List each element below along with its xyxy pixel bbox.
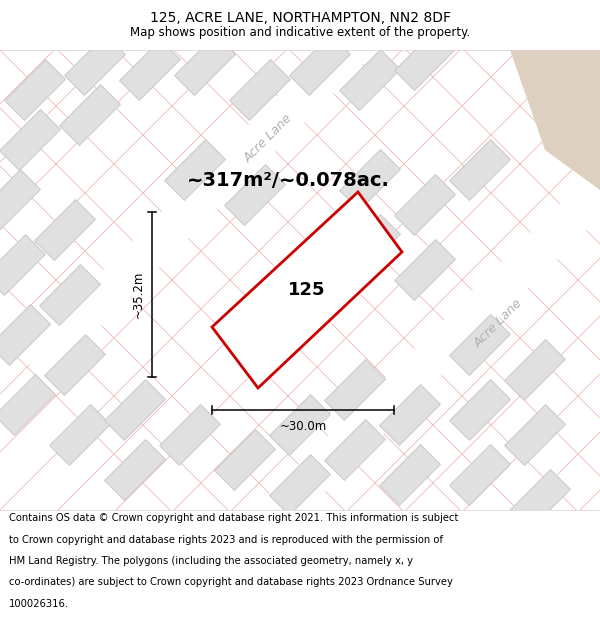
Polygon shape [510,50,600,190]
Polygon shape [160,404,220,466]
Text: Map shows position and indicative extent of the property.: Map shows position and indicative extent… [130,26,470,39]
Polygon shape [505,404,565,466]
Polygon shape [395,239,455,301]
Polygon shape [175,34,235,96]
Text: Acre Lane: Acre Lane [472,296,524,350]
Polygon shape [325,419,385,481]
Polygon shape [380,384,440,446]
Text: Acre Lane: Acre Lane [241,111,295,165]
Polygon shape [380,444,440,506]
Polygon shape [509,469,571,531]
Polygon shape [40,264,100,326]
Text: co-ordinates) are subject to Crown copyright and database rights 2023 Ordnance S: co-ordinates) are subject to Crown copyr… [9,578,453,587]
Polygon shape [50,404,110,466]
Text: ~35.2m: ~35.2m [132,271,145,318]
Polygon shape [269,394,331,456]
Text: 100026316.: 100026316. [9,599,69,609]
Polygon shape [65,34,125,96]
Polygon shape [325,359,385,421]
Polygon shape [230,59,290,121]
Text: Contains OS data © Crown copyright and database right 2021. This information is : Contains OS data © Crown copyright and d… [9,514,458,524]
Polygon shape [19,0,541,381]
Polygon shape [104,379,166,441]
Polygon shape [215,429,275,491]
Polygon shape [224,164,286,226]
Polygon shape [119,39,181,101]
Text: 125: 125 [288,281,326,299]
Polygon shape [395,29,455,91]
Polygon shape [340,149,400,211]
Text: ~30.0m: ~30.0m [280,420,326,433]
Polygon shape [269,454,331,516]
Polygon shape [229,39,600,561]
Text: to Crown copyright and database rights 2023 and is reproduced with the permissio: to Crown copyright and database rights 2… [9,535,443,545]
Text: 125, ACRE LANE, NORTHAMPTON, NN2 8DF: 125, ACRE LANE, NORTHAMPTON, NN2 8DF [149,11,451,25]
Polygon shape [340,49,400,111]
Polygon shape [0,304,50,366]
Polygon shape [164,139,226,201]
Polygon shape [35,199,95,261]
Polygon shape [449,379,511,441]
Polygon shape [212,192,402,388]
Polygon shape [290,34,350,96]
Polygon shape [340,214,400,276]
Polygon shape [5,59,65,121]
Polygon shape [44,334,106,396]
Polygon shape [449,139,511,201]
Polygon shape [0,234,46,296]
Polygon shape [395,174,455,236]
Polygon shape [0,374,55,436]
Polygon shape [59,84,121,146]
Text: HM Land Registry. The polygons (including the associated geometry, namely x, y: HM Land Registry. The polygons (includin… [9,556,413,566]
Text: ~317m²/~0.078ac.: ~317m²/~0.078ac. [187,171,390,189]
Polygon shape [449,314,511,376]
Polygon shape [0,169,40,231]
Polygon shape [104,439,166,501]
Polygon shape [449,444,511,506]
Polygon shape [505,339,565,401]
Polygon shape [0,109,61,171]
